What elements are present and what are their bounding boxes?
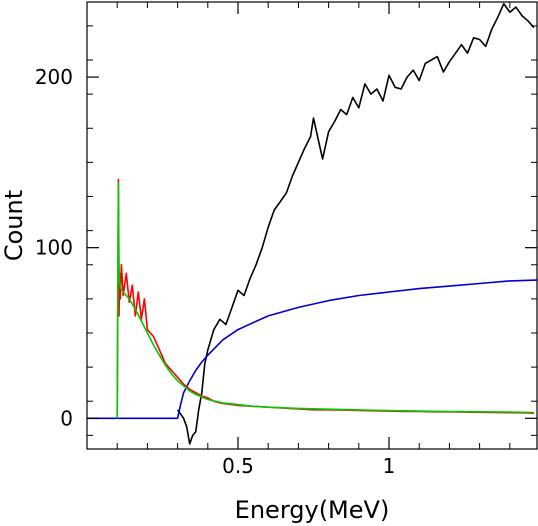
x-tick-label: 0.5 [222, 454, 254, 478]
x-tick-label: 1 [383, 454, 396, 478]
plot-series [87, 2, 537, 445]
plot-axes: 0.5 1 0 100 200 [35, 1, 538, 478]
y-tick-label: 0 [60, 406, 73, 430]
series-line-1 [176, 2, 535, 445]
x-axis-title: Energy(MeV) [235, 496, 390, 524]
y-tick-label: 100 [35, 236, 73, 260]
plot-frame [86, 1, 538, 450]
y-axis-title: Count [0, 190, 28, 261]
y-tick-label: 200 [35, 65, 73, 89]
series-line-2 [87, 279, 537, 420]
series-line-4 [116, 182, 535, 419]
